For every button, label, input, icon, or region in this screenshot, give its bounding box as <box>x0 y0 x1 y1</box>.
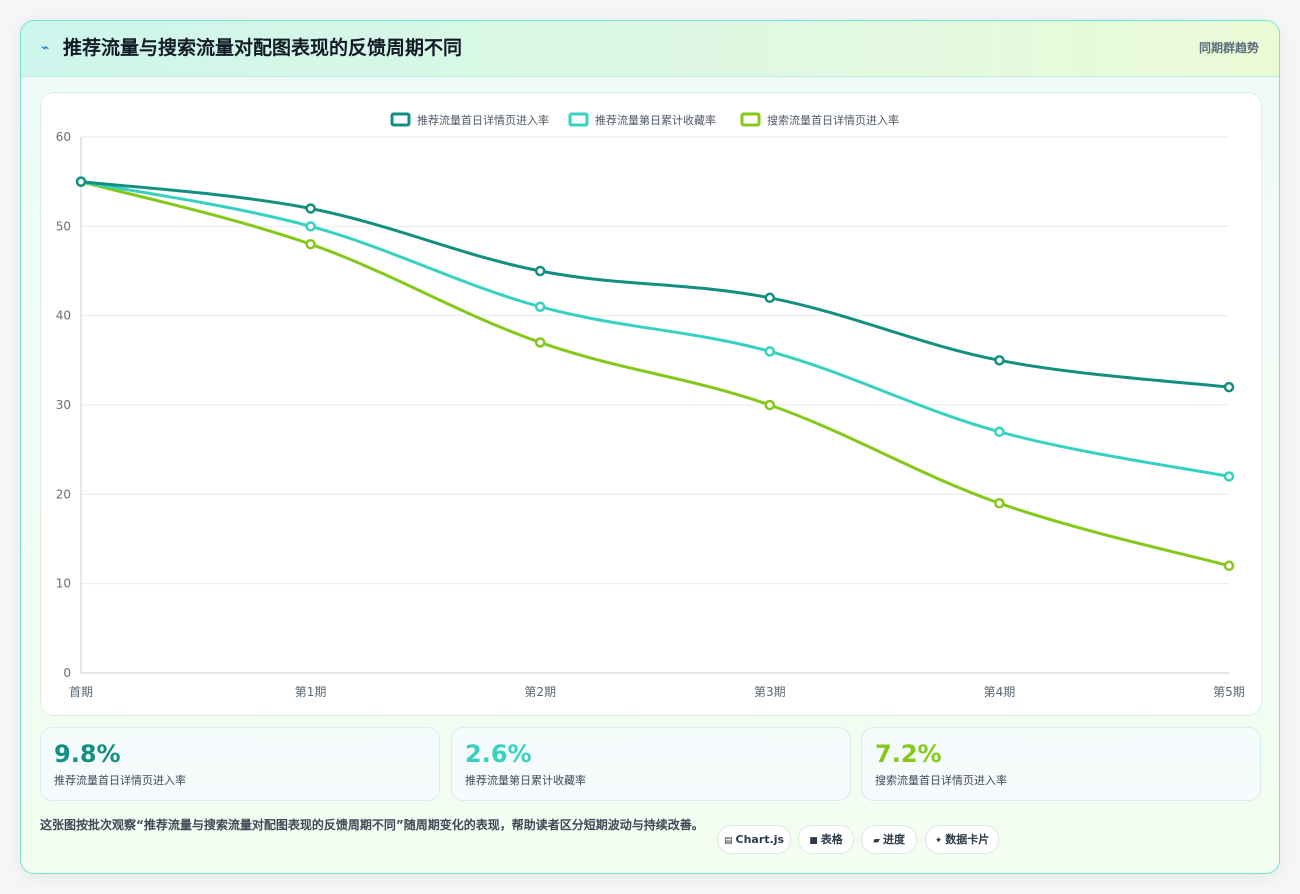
series-line <box>80 180 1230 478</box>
stat-value: 9.8% <box>54 740 121 768</box>
pill-label: 进度 <box>882 833 905 846</box>
data-point <box>305 221 316 232</box>
table-icon: ■ <box>809 836 818 846</box>
legend-label: 推荐流量首日详情页进入率 <box>417 113 549 127</box>
pill-label: 表格 <box>820 833 843 846</box>
y-tick-label: 30 <box>56 398 71 412</box>
card-title: 推荐流量与搜索流量对配图表现的反馈周期不同 <box>63 37 463 59</box>
data-point <box>1223 381 1235 393</box>
stat-label: 搜索流量首日详情页进入率 <box>875 774 1007 787</box>
chart-note: 这张图按批次观察“推荐流量与搜索流量对配图表现的反馈周期不同”随周期变化的表现，… <box>40 818 704 832</box>
data-point <box>764 292 776 304</box>
x-tick-label: 第1期 <box>295 685 327 699</box>
y-tick-label: 10 <box>56 577 71 591</box>
data-point <box>1223 471 1235 482</box>
legend-label: 搜索流量首日详情页进入率 <box>767 113 899 127</box>
stat-card-1: 9.8% 推荐流量首日详情页进入率 <box>40 727 440 801</box>
data-point <box>994 426 1005 438</box>
stat-value: 7.2% <box>875 740 942 768</box>
stat-label: 推荐流量首日详情页进入率 <box>54 774 186 787</box>
x-tick-label: 第3期 <box>754 685 786 699</box>
legend-swatch <box>740 112 761 127</box>
data-point <box>994 355 1005 366</box>
stat-card-2: 2.6% 推荐流量第日累计收藏率 <box>451 727 851 801</box>
data-point <box>1223 560 1235 572</box>
pill-datacard[interactable]: ✦ 数据卡片 <box>925 825 999 854</box>
pill-label: 数据卡片 <box>945 833 990 846</box>
chart-icon: ▤ <box>723 836 733 846</box>
data-point <box>534 301 546 312</box>
stat-label: 推荐流量第日累计收藏率 <box>465 774 586 787</box>
sparkle-icon: ✦ <box>934 836 943 846</box>
pill-label: Chart.js <box>735 833 785 846</box>
x-tick-label: 第5期 <box>1213 685 1245 699</box>
legend-swatch <box>568 112 589 127</box>
line-chart: 0 10 20 30 40 50 60 首期 第1期 第2期 第3期 第4期 第5期 推荐流量首日详情页进… <box>56 112 1245 699</box>
header-tag: 同期群趋势 <box>1198 41 1259 55</box>
data-point <box>305 203 316 214</box>
series-line <box>80 180 1230 568</box>
x-tick-label: 首期 <box>69 685 93 699</box>
stat-card-3: 7.2% 搜索流量首日详情页进入率 <box>861 727 1261 801</box>
data-point <box>534 265 546 277</box>
data-point <box>994 498 1005 509</box>
series-line <box>80 180 1230 389</box>
y-tick-label: 20 <box>56 487 71 501</box>
pill-table[interactable]: ■ 表格 <box>798 825 854 854</box>
y-tick-label: 50 <box>56 219 71 233</box>
legend-swatch <box>390 112 411 127</box>
data-point <box>534 337 546 348</box>
data-point <box>764 346 776 357</box>
legend-label: 推荐流量第日累计收藏率 <box>595 113 716 127</box>
chart-card: ⌁ 推荐流量与搜索流量对配图表现的反馈周期不同 同期群趋势 0 10 20 30 40 5… <box>20 20 1280 874</box>
data-point <box>764 399 776 411</box>
chart-panel: 0 10 20 30 40 50 60 首期 第1期 第2期 第3期 第4期 第5期 推荐流量首日详情页进… <box>40 92 1262 716</box>
x-tick-label: 第2期 <box>524 685 556 699</box>
stat-value: 2.6% <box>465 740 532 768</box>
y-tick-label: 60 <box>56 130 71 144</box>
y-tick-label: 40 <box>56 309 71 323</box>
progress-icon: ▰ <box>873 836 880 846</box>
y-tick-label: 0 <box>63 666 71 680</box>
data-point <box>305 238 316 250</box>
pill-chartjs[interactable]: ▤ Chart.js <box>717 825 791 854</box>
card-header: ⌁ 推荐流量与搜索流量对配图表现的反馈周期不同 同期群趋势 <box>21 21 1279 77</box>
trend-icon: ⌁ <box>41 40 50 56</box>
x-tick-label: 第4期 <box>984 685 1016 699</box>
data-point <box>75 176 87 187</box>
pill-progress[interactable]: ▰ 进度 <box>861 825 917 854</box>
